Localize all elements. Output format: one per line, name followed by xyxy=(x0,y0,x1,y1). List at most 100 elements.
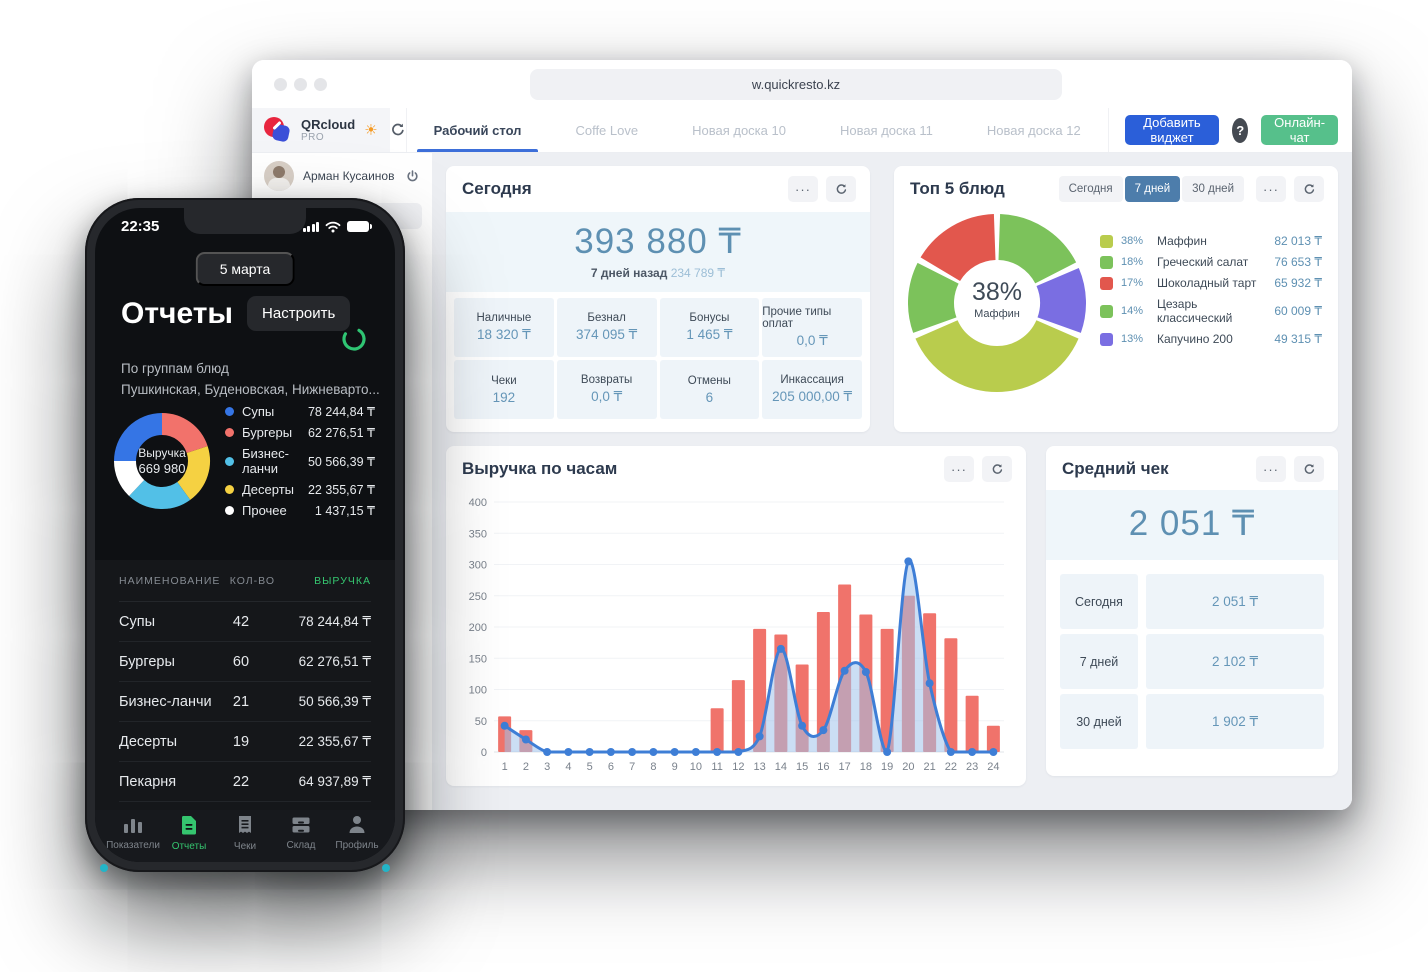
svg-text:21: 21 xyxy=(924,761,936,773)
phone-legend-value: 62 276,51 ₸ xyxy=(307,426,375,440)
wifi-icon xyxy=(325,221,341,232)
avg-menu-button[interactable]: ··· xyxy=(1256,456,1286,482)
header-actions: Добавить виджет ? Онлайн-чат xyxy=(1107,108,1352,152)
svg-text:24: 24 xyxy=(987,761,999,773)
today-tiles: Наличные 18 320 ₸ Безнал 374 095 ₸ Бонусы 1 4… xyxy=(446,292,870,419)
stat-tile: Прочие типы оплат 0,0 ₸ xyxy=(762,298,862,357)
sync-block[interactable] xyxy=(390,108,407,152)
stat-tile-label: Наличные xyxy=(476,312,532,324)
battery-icon xyxy=(347,221,372,232)
selection-handle-icon xyxy=(100,864,108,872)
legend-swatch-icon xyxy=(1100,234,1113,248)
online-chat-button[interactable]: Онлайн-чат xyxy=(1261,115,1339,145)
period-chip[interactable]: 30 дней xyxy=(1182,176,1244,202)
window-dot-icon xyxy=(294,77,307,91)
row-qty: 60 xyxy=(232,653,250,670)
browser-window: w.quickresto.kz QRcloud PRO ☀ Рабочий ст xyxy=(252,60,1352,810)
avg-row: Сегодня 2 051 ₸ xyxy=(1060,574,1324,629)
svg-text:7: 7 xyxy=(629,761,635,773)
nav-item-stock[interactable]: Склад xyxy=(273,816,329,851)
help-icon[interactable]: ? xyxy=(1232,117,1249,143)
legend-value: 82 013 ₸ xyxy=(1274,234,1322,248)
refresh-icon xyxy=(1304,463,1314,474)
tab-4[interactable]: Новая доска 11 xyxy=(839,122,933,138)
stat-tile: Безнал 374 095 ₸ xyxy=(556,298,657,357)
donut-center-label: Маффин xyxy=(974,308,1020,320)
user-row[interactable]: Арман Кусаинов xyxy=(252,153,432,199)
table-row: Супы 42 78 244,84 ₸ xyxy=(119,602,371,642)
phone-donut-legend: Супы 78 244,84 ₸ Бургеры 62 276,51 ₸ Бизнес-… xyxy=(225,404,375,518)
row-revenue: 78 244,84 ₸ xyxy=(298,613,371,629)
svg-text:400: 400 xyxy=(469,497,487,509)
add-widget-button[interactable]: Добавить виджет xyxy=(1124,115,1220,145)
phone-legend-value: 1 437,15 ₸ xyxy=(314,504,375,518)
stat-tile: Наличные 18 320 ₸ xyxy=(454,298,554,357)
donut-segment xyxy=(129,479,191,509)
svg-text:50: 50 xyxy=(475,716,487,728)
top5-refresh-button[interactable] xyxy=(1294,176,1324,202)
phone-legend-row: Десерты 22 355,67 ₸ xyxy=(225,482,375,497)
today-compare-label: 7 дней назад xyxy=(590,266,668,280)
top5-menu-button[interactable]: ··· xyxy=(1256,176,1286,202)
phone-legend-name: Прочее xyxy=(242,503,287,518)
power-icon[interactable] xyxy=(405,169,420,184)
stat-tile-label: Возвраты xyxy=(580,374,633,386)
avg-row-label: 7 дней xyxy=(1060,634,1138,689)
row-qty: 42 xyxy=(232,613,250,630)
nav-item-receipt[interactable]: Чеки xyxy=(217,815,273,852)
svg-text:22: 22 xyxy=(945,761,957,773)
stat-tile-label: Отмены xyxy=(687,374,731,387)
legend-swatch-icon xyxy=(1100,304,1113,318)
nav-item-label: Профиль xyxy=(335,840,379,851)
nav-item-profile[interactable]: Профиль xyxy=(329,815,385,851)
brand-block: QRcloud PRO ☀ xyxy=(252,108,390,152)
configure-button[interactable]: Настроить xyxy=(247,296,351,331)
col-qty: КОЛ-ВО xyxy=(229,574,275,587)
dashboard-tabs: Рабочий стол Coffe Love Новая доска 10 Нова… xyxy=(407,108,1108,152)
donut-center: 38% Маффин xyxy=(908,278,1086,320)
phone-screen: 22:35 5 марта Отчеты Настроить xyxy=(95,208,395,862)
period-chip[interactable]: 7 дней xyxy=(1124,176,1181,202)
svg-text:250: 250 xyxy=(469,591,487,603)
hourly-refresh-button[interactable] xyxy=(982,456,1012,482)
reports-title: Отчеты xyxy=(121,296,234,330)
table-row: Бургеры 60 62 276,51 ₸ xyxy=(119,642,371,682)
legend-row: 38% Маффин 82 013 ₸ xyxy=(1100,234,1322,248)
url-bar[interactable]: w.quickresto.kz xyxy=(530,69,1062,100)
qrcloud-logo-icon xyxy=(264,116,292,144)
donut-segment xyxy=(114,460,145,496)
ellipsis-icon: ··· xyxy=(951,461,967,477)
avg-refresh-button[interactable] xyxy=(1294,456,1324,482)
period-chip[interactable]: Сегодня xyxy=(1058,176,1123,202)
nav-item-report[interactable]: Отчеты xyxy=(161,815,217,852)
refresh-icon xyxy=(391,123,404,136)
phone-notch xyxy=(184,208,306,234)
theme-sun-icon[interactable]: ☀ xyxy=(364,122,378,139)
row-name: Супы xyxy=(119,613,155,630)
today-widget-title: Сегодня xyxy=(462,179,532,198)
legend-percent: 17% xyxy=(1121,277,1144,289)
tab-5[interactable]: Новая доска 12 xyxy=(986,122,1081,138)
legend-swatch-icon xyxy=(1100,276,1113,290)
stat-tile: Возвраты 0,0 ₸ xyxy=(556,360,657,419)
row-name: Бургеры xyxy=(119,653,175,670)
stat-tile-value: 18 320 ₸ xyxy=(477,327,531,342)
selection-handle-icon xyxy=(382,864,390,872)
avg-total: 2 051 ₸ xyxy=(1128,504,1256,543)
stat-tile-value: 0,0 ₸ xyxy=(591,389,623,404)
tab-2[interactable]: Coffe Love xyxy=(575,122,639,138)
today-refresh-button[interactable] xyxy=(826,176,856,202)
phone-legend-name: Бизнес-ланчи xyxy=(242,446,289,476)
today-menu-button[interactable]: ··· xyxy=(788,176,818,202)
window-controls xyxy=(274,77,327,91)
nav-item-bar-chart[interactable]: Показатели xyxy=(105,816,161,851)
status-bar: 22:35 xyxy=(95,218,395,235)
avg-row-label: 30 дней xyxy=(1060,694,1138,749)
hourly-menu-button[interactable]: ··· xyxy=(944,456,974,482)
date-pill-button[interactable]: 5 марта xyxy=(195,252,295,286)
phone-legend-row: Бургеры 62 276,51 ₸ xyxy=(225,425,375,440)
tab-1[interactable]: Рабочий стол xyxy=(407,108,549,152)
tab-3[interactable]: Новая доска 10 xyxy=(692,122,786,138)
nav-item-label: Склад xyxy=(286,839,316,851)
ellipsis-icon: ··· xyxy=(1263,181,1279,197)
